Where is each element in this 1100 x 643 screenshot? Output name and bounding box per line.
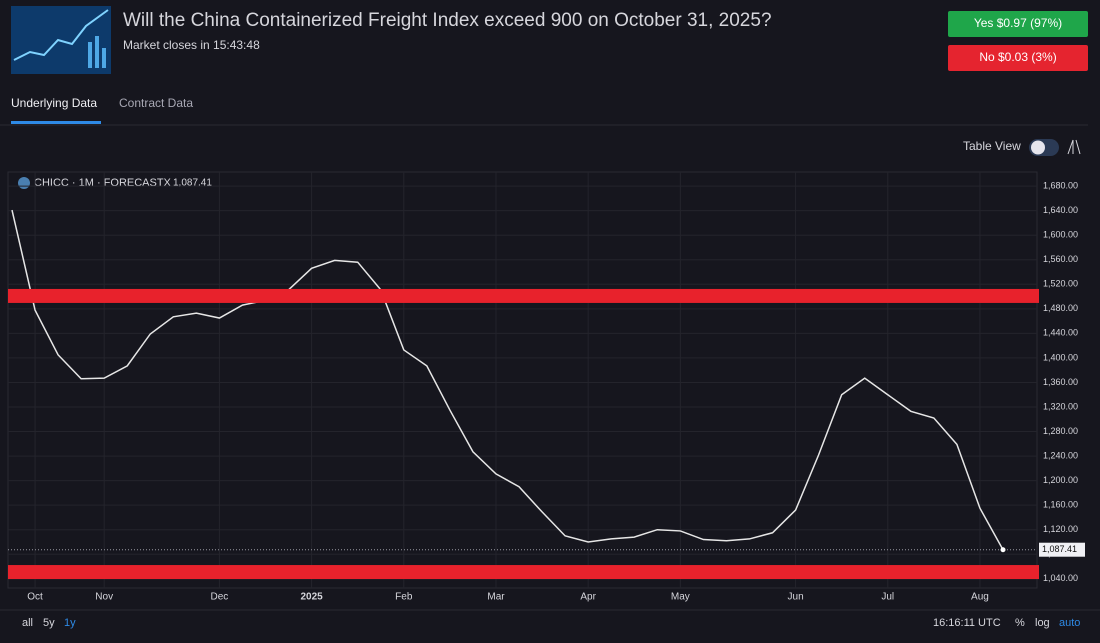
table-view-label: Table View [963,139,1021,153]
tab[interactable]: Underlying Data [11,96,97,110]
option-button[interactable]: log [1035,617,1050,629]
plot-area [7,171,1038,589]
x-tick-label: Apr [580,592,596,603]
thumbnail [11,6,111,74]
x-tick-label: Nov [95,592,113,603]
no-button-label[interactable]: No $0.03 (3%) [979,50,1056,64]
line [11,209,1004,551]
last-value-label: 1,087.41 [1042,544,1077,554]
option-button[interactable]: % [1015,617,1025,629]
y-tick-label: 1,680.00 [1043,180,1078,190]
highlight-band [8,288,1039,303]
market-subtitle: Market closes in 15:43:48 [123,38,260,52]
y-tick-label: 1,320.00 [1043,401,1078,411]
y-tick-label: 1,160.00 [1043,500,1078,510]
option-button[interactable]: auto [1059,617,1080,629]
range-button[interactable]: 5y [43,617,55,629]
x-tick-label: Jul [881,592,894,603]
y-tick-label: 1,120.00 [1043,524,1078,534]
market-title: Will the China Containerized Freight Ind… [123,10,772,31]
highlight-band [8,565,1039,580]
y-tick-label: 1,640.00 [1043,205,1078,215]
x-tick-label: May [671,592,690,603]
legend-icon [18,177,30,189]
last-value-box [1039,542,1085,557]
last-point [1000,547,1006,553]
chart: 1,040.001,080.001,120.001,160.001,200.00… [8,172,1085,603]
tab[interactable]: Contract Data [119,96,193,110]
clock: 16:16:11 UTC [933,617,1001,629]
y-tick-label: 1,440.00 [1043,328,1078,338]
y-tick-label: 1,360.00 [1043,377,1078,387]
yes-button-label[interactable]: Yes $0.97 (97%) [974,16,1062,30]
y-tick-label: 1,600.00 [1043,230,1078,240]
x-tick-label: Oct [27,592,43,603]
x-tick-label: Aug [971,592,989,603]
y-tick-label: 1,280.00 [1043,426,1078,436]
legend-value: 1,087.41 [173,178,212,189]
tab-underline [11,121,101,124]
y-tick-label: 1,400.00 [1043,352,1078,362]
x-tick-label: 2025 [300,592,323,603]
y-tick-label: 1,040.00 [1043,573,1078,583]
legend-label: CHICC · 1M · FORECASTX [34,177,172,189]
y-tick-label: 1,200.00 [1043,475,1078,485]
y-tick-label: 1,560.00 [1043,254,1078,264]
yes-button[interactable] [948,11,1088,37]
x-tick-label: Dec [211,592,229,603]
toggle-knob [1031,140,1045,155]
chart-icon[interactable] [1067,139,1081,155]
y-tick-label: 1,240.00 [1043,450,1078,460]
y-tick-label: 1,480.00 [1043,303,1078,313]
x-tick-label: Feb [395,592,413,603]
y-tick-label: 1,520.00 [1043,279,1078,289]
x-tick-label: Mar [487,592,505,603]
range-button[interactable]: 1y [64,617,76,629]
x-tick-label: Jun [788,592,804,603]
range-button[interactable]: all [22,617,33,629]
no-button[interactable] [948,45,1088,71]
